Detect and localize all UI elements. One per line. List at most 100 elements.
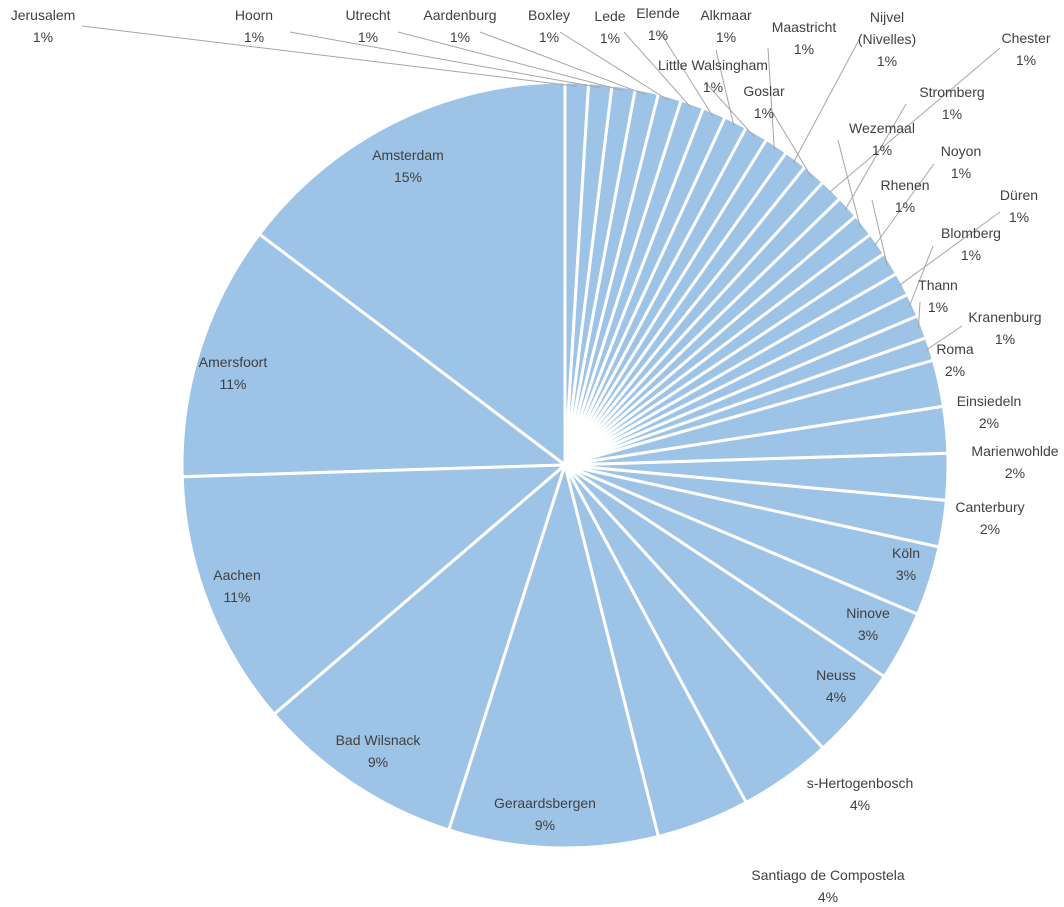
slice-name-label: Rhenen (880, 177, 929, 193)
pie-slices (180, 80, 950, 850)
slice-name-label: Geraardsbergen (494, 795, 596, 811)
slice-percent-label: 1% (539, 29, 559, 45)
slice-percent-label: 11% (224, 589, 251, 605)
leader-line-duren (898, 211, 1001, 287)
leader-line-utrecht (397, 31, 624, 91)
slice-name-label: s-Hertogenbosch (807, 775, 914, 791)
slice-name-label: Aardenburg (423, 7, 496, 23)
slice-percent-label: 1% (703, 79, 723, 95)
slice-label-canterbury: Canterbury 2% (955, 499, 1024, 537)
slice-name-label: Jerusalem (11, 7, 76, 23)
leader-line-rhenen (871, 199, 888, 266)
slice-label-einsiedeln: Einsiedeln 2% (957, 393, 1022, 431)
slice-percent-label: 15% (394, 169, 422, 185)
slice-percent-label: 3% (896, 567, 916, 583)
slice-name-label: (Nivelles) (858, 31, 916, 47)
slice-name-label: Santiago de Compostela (751, 867, 905, 883)
slice-percent-label: 1% (942, 106, 962, 122)
slice-label-wezemaal: Wezemaal 1% (849, 120, 915, 158)
slice-labels: Amsterdam 15% Amersfoort 11% Aachen 11% Bad Wi… (11, 5, 1059, 905)
leader-line-alkmaar (715, 49, 735, 126)
slice-percent-label: 1% (33, 29, 53, 45)
slice-percent-label: 11% (220, 376, 247, 392)
slice-label-geraardsbergen: Geraardsbergen 9% (494, 795, 596, 833)
slice-label-ninove: Ninove 3% (846, 605, 890, 643)
slice-label-roma: Roma 2% (936, 341, 974, 379)
slice-percent-label: 2% (979, 415, 999, 431)
slice-label-chester: Chester 1% (1001, 30, 1050, 68)
slice-name-label: Kranenburg (968, 309, 1041, 325)
leader-line-boxley (559, 31, 669, 101)
slice-label-neuss: Neuss 4% (816, 667, 856, 705)
leader-lines (81, 25, 1001, 351)
slice-name-label: Aachen (213, 567, 260, 583)
slice-label-elende: Elende 1% (636, 5, 680, 43)
slice-name-label: Amersfoort (199, 354, 268, 370)
slice-label-nijvel-nivelles: Nijvel (Nivelles) 1% (858, 9, 916, 69)
slice-percent-label: 1% (995, 331, 1015, 347)
slice-label-lede: Lede 1% (594, 8, 625, 46)
slice-label-jerusalem: Jerusalem 1% (11, 7, 76, 45)
leader-line-aardenburg (479, 31, 647, 96)
slice-name-label: Bad Wilsnack (336, 732, 422, 748)
slice-percent-label: 1% (794, 41, 814, 57)
slice-name-label: Stromberg (919, 84, 984, 100)
slice-label-aardenburg: Aardenburg 1% (423, 7, 496, 45)
slice-percent-label: 1% (877, 53, 897, 69)
slice-percent-label: 1% (754, 105, 774, 121)
slice-percent-label: 1% (358, 29, 378, 45)
slice-label-utrecht: Utrecht 1% (345, 7, 390, 45)
slice-label-s-hertogenbosch: s-Hertogenbosch 4% (807, 775, 914, 813)
slice-name-label: Blomberg (941, 225, 1001, 241)
slice-name-label: Köln (892, 545, 920, 561)
slice-name-label: Lede (594, 8, 625, 24)
slice-percent-label: 4% (826, 689, 846, 705)
slice-name-label: Goslar (743, 83, 785, 99)
leader-line-elende (659, 31, 714, 117)
slice-percent-label: 1% (951, 165, 971, 181)
slice-name-label: Elende (636, 5, 680, 21)
slice-label-rhenen: Rhenen 1% (880, 177, 929, 215)
slice-name-label: Roma (936, 341, 974, 357)
pie-slice-amersfoort (180, 232, 567, 479)
slice-percent-label: 4% (818, 889, 838, 905)
slice-percent-label: 2% (1005, 465, 1025, 481)
pie-slice-amsterdam (257, 80, 567, 467)
slice-label-little-walsingham: Little Walsingham 1% (658, 57, 768, 95)
slice-label-aachen: Aachen 11% (213, 567, 260, 605)
slice-name-label: Einsiedeln (957, 393, 1022, 409)
slice-percent-label: 1% (895, 199, 915, 215)
leader-line-noyon (873, 163, 935, 247)
leader-line-lede (623, 31, 692, 108)
slice-name-label: Chester (1001, 30, 1050, 46)
leader-line-hoorn (289, 31, 601, 89)
pie-slice-geraardsbergen (447, 463, 660, 850)
slice-name-label: Hoorn (235, 7, 273, 23)
slice-label-kranenburg: Kranenburg 1% (968, 309, 1041, 347)
slice-label-maastricht: Maastricht 1% (772, 19, 837, 57)
leader-line-stromberg (844, 103, 907, 210)
slice-name-label: Alkmaar (700, 7, 752, 23)
slice-percent-label: 1% (961, 247, 981, 263)
slice-percent-label: 9% (368, 754, 388, 770)
slice-name-label: Noyon (941, 143, 981, 159)
slice-percent-label: 1% (928, 299, 948, 315)
pie-slice-aachen (180, 463, 567, 716)
slice-percent-label: 1% (1016, 52, 1036, 68)
pie-slice-bad-wilsnack (272, 463, 567, 832)
slice-label-blomberg: Blomberg 1% (941, 225, 1001, 263)
slice-name-label: Ninove (846, 605, 890, 621)
slice-percent-label: 1% (600, 30, 620, 46)
slice-label-thann: Thann 1% (918, 277, 958, 315)
slice-percent-label: 1% (1009, 209, 1029, 225)
slice-percent-label: 1% (648, 27, 668, 43)
slice-percent-label: 2% (945, 363, 965, 379)
slice-label-marienwohlde: Marienwohlde 2% (971, 443, 1058, 481)
leader-line-maastricht (767, 47, 775, 150)
leader-line-kranenburg (925, 325, 963, 351)
slice-name-label: Wezemaal (849, 120, 915, 136)
leader-line-chester (828, 47, 1001, 194)
slice-label-santiago-de-compostela: Santiago de Compostela 4% (751, 867, 905, 905)
leader-line-wezemaal (837, 139, 861, 228)
